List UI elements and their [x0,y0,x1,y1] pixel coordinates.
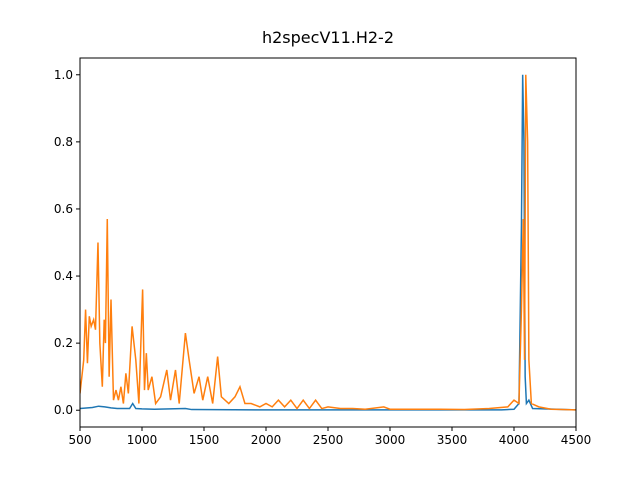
data-line [80,74,576,411]
x-tick-label: 1000 [127,433,158,447]
data-line [80,74,576,411]
x-tick-label: 3500 [437,433,468,447]
y-tick-label: 0.8 [54,135,73,149]
x-tick-label: 3000 [375,433,406,447]
x-tick-label: 2000 [251,433,282,447]
x-tick-label: 500 [69,433,92,447]
x-tick-label: 2500 [313,433,344,447]
plot-frame [79,57,577,428]
y-tick-label: 1.0 [54,68,73,82]
x-tick-label: 4000 [499,433,530,447]
y-tick-label: 0.2 [54,336,73,350]
y-tick-label: 0.4 [54,269,73,283]
chart-title: h2specV11.H2-2 [262,28,394,47]
y-tick-label: 0.0 [54,403,73,417]
x-tick-label: 4500 [561,433,592,447]
x-tick-label: 1500 [189,433,220,447]
y-tick-label: 0.6 [54,202,73,216]
